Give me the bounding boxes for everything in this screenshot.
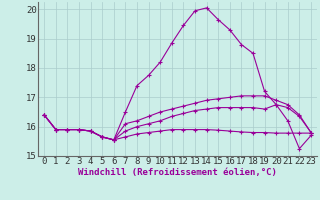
X-axis label: Windchill (Refroidissement éolien,°C): Windchill (Refroidissement éolien,°C) xyxy=(78,168,277,177)
